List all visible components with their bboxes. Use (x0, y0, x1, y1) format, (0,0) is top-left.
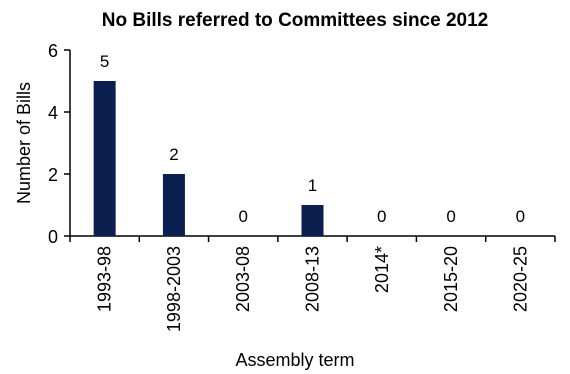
y-axis: 0 2 4 6 (48, 41, 71, 247)
chart-title: No Bills referred to Committees since 20… (102, 10, 488, 31)
x-tick-label: 2015-20 (441, 246, 461, 312)
x-axis: 1993-98 1998-2003 2003-08 2008-13 2014* 2015-… (69, 235, 556, 332)
data-label: 0 (238, 207, 247, 226)
bar (162, 174, 185, 236)
x-tick-label: 2008-13 (303, 246, 323, 312)
x-tick-label: 1998-2003 (164, 246, 184, 332)
y-tick-label: 6 (48, 41, 58, 61)
x-tick-label: 2003-08 (233, 246, 253, 312)
data-labels: 5 2 0 1 0 0 0 (100, 52, 525, 226)
data-label: 0 (446, 207, 455, 226)
x-tick-label: 2020-25 (510, 246, 530, 312)
x-axis-label: Assembly term (235, 350, 354, 370)
y-tick-label: 4 (48, 103, 58, 123)
data-label: 2 (169, 145, 178, 164)
x-tick-label: 2014* (372, 246, 392, 293)
bar (301, 205, 324, 236)
data-label: 1 (308, 176, 317, 195)
y-axis-label: Number of Bills (14, 82, 34, 204)
data-label: 0 (377, 207, 386, 226)
y-tick-label: 0 (48, 227, 58, 247)
bar (93, 81, 116, 236)
bars (93, 81, 324, 236)
data-label: 0 (516, 207, 525, 226)
x-tick-label: 1993-98 (95, 246, 115, 312)
data-label: 5 (100, 52, 109, 71)
y-tick-label: 2 (48, 165, 58, 185)
